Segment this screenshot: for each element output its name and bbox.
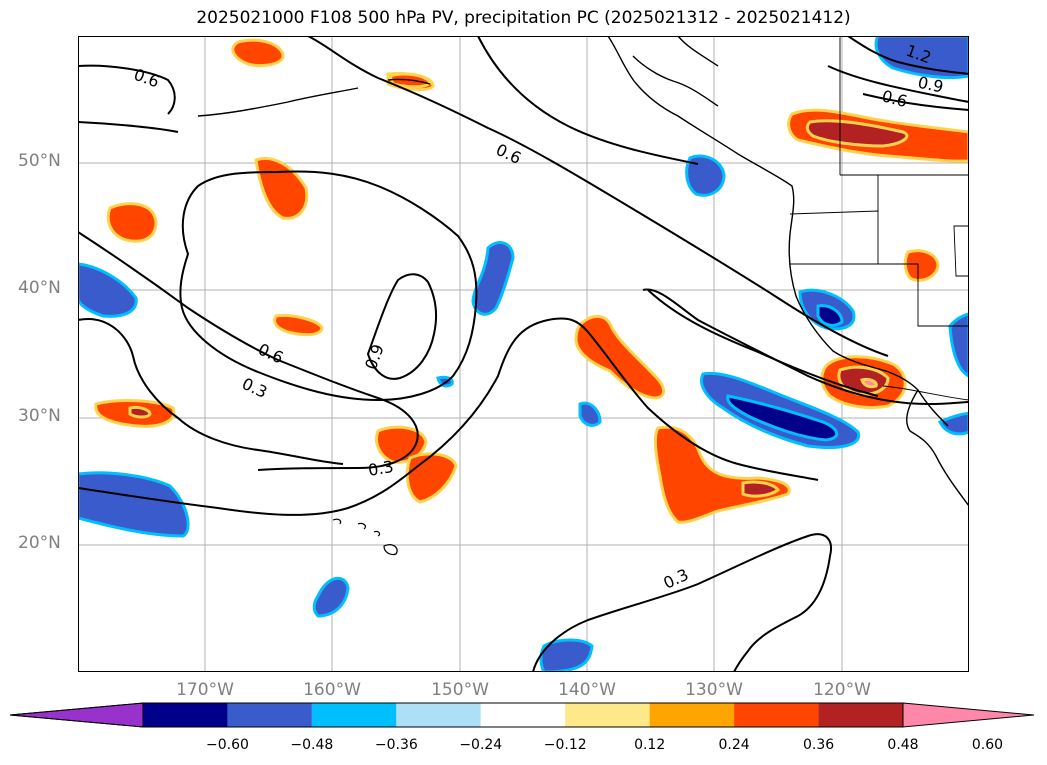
- precip-area: [937, 412, 969, 436]
- colorbar: [10, 702, 1035, 728]
- lon-label: 140°W: [558, 680, 616, 700]
- precip-area: [471, 241, 515, 316]
- precip-area: [874, 36, 969, 80]
- colorbar-tick-label: 0.12: [634, 737, 666, 753]
- precip-area: [578, 401, 602, 427]
- colorbar-segment: [311, 703, 397, 727]
- lat-label: 40°N: [18, 278, 61, 298]
- colorbar-tick-label: −0.12: [543, 737, 587, 753]
- colorbar-tick-label: 0.60: [971, 737, 1004, 753]
- map-panel: 0.6 0.6 0.6 1.2 0.9 0.9 0.6 0.3 0.3 0.3: [78, 36, 969, 672]
- lon-label: 170°W: [176, 680, 234, 700]
- precip-area: [948, 312, 969, 378]
- contour-label: 0.6: [131, 65, 161, 92]
- colorbar-tick-label: −0.60: [205, 737, 249, 753]
- precip-area: [273, 314, 324, 337]
- colorbar-extend-max: [902, 702, 1035, 728]
- colorbar-tick-label: 0.24: [718, 737, 750, 753]
- contour-label: 0.9: [916, 73, 945, 97]
- precip-area: [816, 304, 844, 327]
- hawaii-islands: [332, 518, 398, 556]
- precip-area: [903, 249, 940, 282]
- lat-label: 50°N: [18, 151, 61, 171]
- precip-area: [741, 480, 781, 498]
- precip-negative-areas: [78, 36, 969, 672]
- contour-label: 0.3: [367, 457, 395, 480]
- precip-area: [405, 452, 458, 504]
- precip-area: [78, 471, 190, 538]
- precip-positive-areas: [94, 38, 969, 524]
- contour-label: 0.6: [255, 340, 286, 368]
- colorbar-segment: [480, 703, 566, 727]
- contour-label: 0.3: [239, 374, 270, 402]
- colorbar-segment: [649, 703, 735, 727]
- colorbar-extend-min: [10, 702, 144, 728]
- colorbar-tick-label: −0.24: [459, 737, 503, 753]
- political-borders: [789, 36, 969, 401]
- precip-area: [685, 154, 726, 197]
- map-title: 2025021000 F108 500 hPa PV, precipitatio…: [196, 8, 851, 28]
- colorbar-segment: [227, 703, 312, 727]
- lat-label: 30°N: [18, 406, 61, 426]
- precip-area: [254, 157, 309, 220]
- precip-area: [78, 262, 138, 318]
- pv-contours: [78, 36, 969, 672]
- precip-area: [860, 378, 878, 389]
- precip-area: [539, 638, 594, 672]
- graticule: [78, 36, 969, 672]
- precip-area: [106, 202, 158, 243]
- lon-label: 120°W: [813, 680, 871, 700]
- colorbar-segment: [143, 703, 228, 727]
- colorbar-tick-label: −0.48: [290, 737, 334, 753]
- lon-label: 150°W: [431, 680, 489, 700]
- colorbar-segment: [396, 703, 481, 727]
- precip-area: [574, 315, 666, 400]
- lon-label: 160°W: [303, 680, 361, 700]
- colorbar-tick-label: 0.36: [802, 737, 835, 753]
- precip-area: [128, 406, 152, 419]
- precip-area: [805, 119, 909, 148]
- precip-area: [312, 577, 350, 618]
- colorbar-segment: [734, 703, 819, 727]
- precip-area: [653, 425, 791, 524]
- lon-label: 130°W: [685, 680, 743, 700]
- precip-area: [231, 38, 285, 68]
- lat-label: 20°N: [18, 533, 61, 553]
- coastlines: [197, 36, 969, 507]
- contour-label: 0.9: [361, 342, 388, 372]
- colorbar-segment: [818, 703, 903, 727]
- colorbar-tick-label: −0.36: [374, 737, 418, 753]
- precip-area: [726, 394, 838, 442]
- colorbar-tick-label: 0.48: [887, 737, 919, 753]
- colorbar-segment: [565, 703, 650, 727]
